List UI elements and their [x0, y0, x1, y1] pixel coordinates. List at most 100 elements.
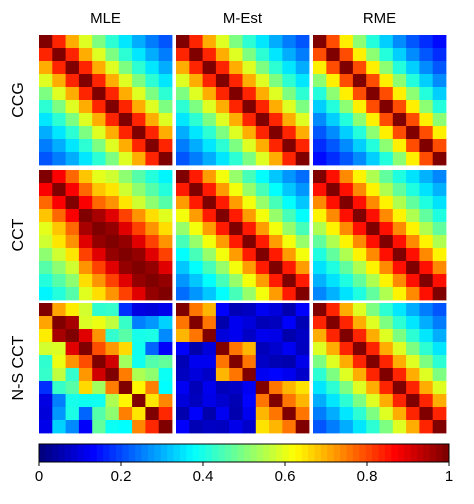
- heatmap-cell: [432, 196, 447, 210]
- heatmap-cell: [295, 183, 310, 197]
- heatmap-cell: [52, 170, 66, 184]
- heatmap-cell: [339, 420, 354, 434]
- heatmap-cell: [105, 316, 120, 330]
- heatmap-cell: [432, 329, 447, 343]
- heatmap-cell: [132, 235, 146, 249]
- heatmap-cell: [295, 394, 310, 408]
- heatmap-cell: [105, 61, 120, 75]
- heatmap-cell: [92, 170, 106, 184]
- heatmap-cell: [105, 407, 120, 421]
- heatmap-cell: [392, 152, 407, 166]
- heatmap-cell: [52, 368, 66, 382]
- heatmap-cell: [145, 35, 160, 49]
- colorbar-segment: [391, 444, 399, 462]
- heatmap-cell: [158, 139, 173, 153]
- heatmap-cell: [392, 61, 407, 75]
- heatmap-cell: [242, 113, 257, 127]
- heatmap-cell: [78, 316, 93, 330]
- heatmap-cell: [158, 248, 173, 262]
- colorbar-segment: [147, 444, 155, 462]
- heatmap-cell: [269, 355, 283, 369]
- heatmap-cell: [432, 170, 447, 184]
- heatmap-cell: [158, 261, 173, 275]
- heatmap-cell: [158, 87, 173, 101]
- heatmap-cell: [406, 316, 420, 330]
- heatmap-cell: [419, 61, 434, 75]
- colorbar-segment: [410, 444, 418, 462]
- heatmap-cell: [406, 303, 420, 317]
- heatmap-cell: [313, 126, 327, 140]
- heatmap-cell: [406, 209, 420, 223]
- heatmap-cell: [158, 74, 173, 88]
- heatmap-cell: [432, 261, 447, 275]
- heatmap-cell: [215, 287, 230, 301]
- heatmap-cell: [78, 152, 93, 166]
- heatmap-cell: [65, 368, 80, 382]
- heatmap-cell: [392, 316, 407, 330]
- heatmap-cell: [339, 261, 354, 275]
- heatmap-cell: [145, 261, 160, 275]
- heatmap-cell: [419, 209, 434, 223]
- heatmap-cell: [269, 74, 283, 88]
- heatmap-cell: [52, 35, 66, 49]
- heatmap-cell: [326, 139, 340, 153]
- heatmap-cell: [39, 355, 53, 369]
- heatmap-cell: [392, 100, 407, 114]
- heatmap-cell: [229, 35, 243, 49]
- heatmap-cell: [52, 74, 66, 88]
- heatmap-cell: [189, 407, 203, 421]
- heatmap-cell: [352, 152, 367, 166]
- heatmap-cell: [65, 183, 80, 197]
- heatmap-cell: [176, 170, 190, 184]
- heatmap-cell: [269, 316, 283, 330]
- heatmap-cell: [189, 35, 203, 49]
- heatmap-cell: [118, 139, 133, 153]
- heatmap-cell: [419, 329, 434, 343]
- heatmap-cell: [229, 196, 243, 210]
- heatmap-cell: [65, 381, 80, 395]
- heatmap-cell: [269, 139, 283, 153]
- colorbar-segment: [109, 444, 117, 462]
- heatmap-cell: [215, 222, 230, 236]
- heatmap-cell: [189, 196, 203, 210]
- heatmap-cell: [189, 303, 203, 317]
- heatmap-cell: [366, 126, 380, 140]
- heatmap-cell: [326, 235, 340, 249]
- heatmap-cell: [118, 152, 133, 166]
- heatmap-cell: [92, 420, 106, 434]
- heatmap-cell: [118, 420, 133, 434]
- heatmap-cell: [339, 126, 354, 140]
- heatmap-cell: [366, 420, 380, 434]
- heatmap-cell: [313, 407, 327, 421]
- heatmap-cell: [255, 261, 270, 275]
- heatmap-cell: [242, 394, 257, 408]
- heatmap-cell: [52, 381, 66, 395]
- heatmap-cell: [132, 261, 146, 275]
- heatmap-cell: [295, 87, 310, 101]
- heatmap-cell: [255, 248, 270, 262]
- row-titles: CCG CCT N-S CCT: [10, 82, 27, 400]
- colorbar-segment: [154, 444, 162, 462]
- colorbar-segment: [359, 444, 367, 462]
- heatmap-cell: [229, 61, 243, 75]
- heatmap-cell: [282, 235, 297, 249]
- heatmap-cell: [326, 287, 340, 301]
- heatmap-cell: [105, 152, 120, 166]
- heatmap-cell: [352, 170, 367, 184]
- colorbar-segment: [192, 444, 200, 462]
- heatmap-cell: [255, 329, 270, 343]
- heatmap-cell: [176, 139, 190, 153]
- heatmap-cell: [419, 342, 434, 356]
- heatmap-cell: [158, 355, 173, 369]
- heatmap-cell: [282, 48, 297, 62]
- heatmap-cell: [282, 303, 297, 317]
- heatmap-cell: [366, 74, 380, 88]
- heatmap-cell: [269, 329, 283, 343]
- heatmap-cell: [282, 170, 297, 184]
- heatmap-cell: [282, 183, 297, 197]
- heatmap-cell: [419, 303, 434, 317]
- heatmap-cell: [132, 100, 146, 114]
- heatmap-cell: [118, 196, 133, 210]
- heatmap-cell: [202, 170, 217, 184]
